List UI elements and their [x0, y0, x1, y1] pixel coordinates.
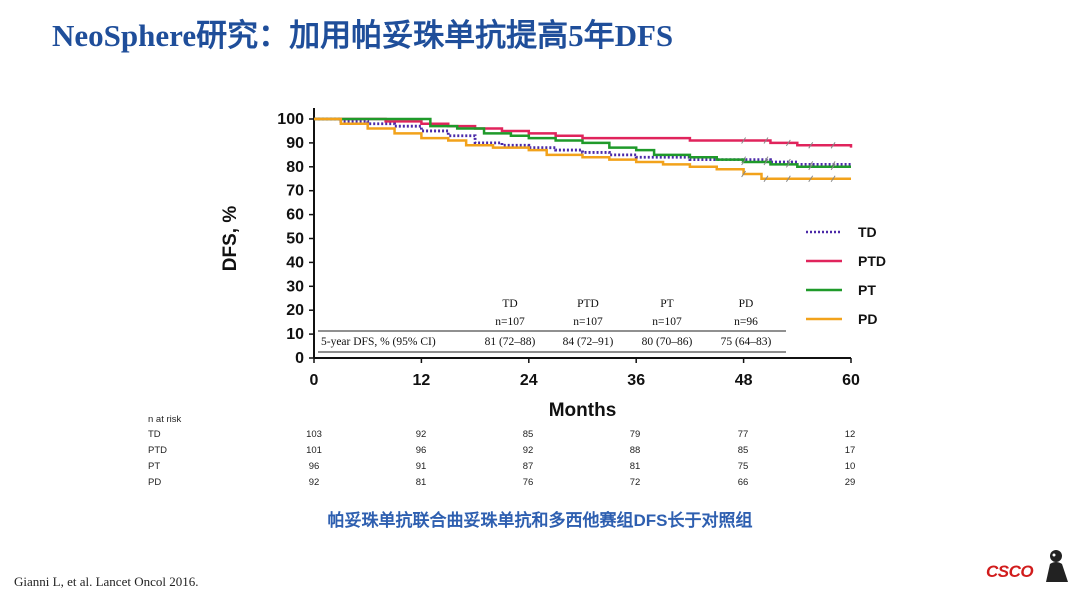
risk-row-pd: PD 92 81 76 72 66 29	[148, 477, 868, 491]
risk-value: 72	[629, 477, 641, 488]
censor-mark	[763, 175, 769, 183]
censor-mark	[785, 161, 791, 168]
censor-mark	[808, 142, 814, 149]
censor-mark	[808, 175, 814, 183]
censor-mark	[785, 175, 791, 183]
summary-value-pd: 75 (64–83)	[721, 336, 772, 348]
y-tick-label: 50	[286, 231, 304, 248]
legend-label-td: TD	[858, 224, 877, 240]
censor-mark	[741, 158, 747, 166]
censor-mark	[830, 175, 836, 183]
summary-row-label: 5-year DFS, % (95% CI)	[321, 336, 436, 348]
censor-mark	[785, 139, 791, 147]
csco-mascot-icon	[1046, 550, 1068, 582]
citation: Gianni L, et al. Lancet Oncol 2016.	[14, 574, 199, 589]
risk-value: 66	[737, 477, 749, 488]
y-tick-label: 10	[286, 326, 304, 343]
dfs-kaplan-meier-chart: 0 10 20 30 40 50 60 70 80 90 100 0 12 24 36 48 60 Months D…	[220, 108, 886, 420]
y-tick-label: 20	[286, 302, 304, 319]
censor-mark	[741, 170, 747, 178]
risk-value: 92	[308, 477, 320, 488]
y-tick-label: 0	[295, 350, 304, 367]
censor-mark	[830, 163, 836, 171]
risk-value: 29	[844, 477, 856, 488]
risk-value: 88	[629, 445, 641, 456]
risk-table-header: n at risk	[148, 414, 182, 425]
risk-value: 10	[844, 461, 856, 472]
summary-n-td: n=107	[495, 316, 525, 328]
risk-value: 77	[737, 429, 749, 440]
summary-n-pd: n=96	[734, 316, 758, 328]
risk-value: 75	[737, 461, 749, 472]
risk-arm-label: PT	[148, 461, 161, 472]
legend-label-ptd: PTD	[858, 253, 886, 269]
risk-arm-label: TD	[148, 429, 161, 440]
risk-arm-label: PTD	[148, 445, 167, 456]
summary-n-pt: n=107	[652, 316, 682, 328]
y-tick-label: 80	[286, 159, 304, 176]
x-tick-label: 36	[627, 372, 645, 389]
summary-arm-ptd: PTD	[577, 298, 599, 310]
risk-value: 12	[844, 429, 856, 440]
summary-n-ptd: n=107	[573, 316, 603, 328]
series-line-ptd	[314, 117, 853, 148]
legend-label-pt: PT	[858, 282, 876, 298]
risk-value: 76	[522, 477, 534, 488]
series-line-td	[314, 117, 851, 166]
slide-title: NeoSphere研究：加用帕妥珠单抗提高5年DFS	[52, 18, 674, 53]
risk-value: 101	[306, 445, 322, 456]
y-tick-label: 40	[286, 254, 304, 271]
censor-mark	[741, 137, 747, 144]
risk-value: 96	[415, 445, 427, 456]
x-tick-label: 48	[735, 372, 753, 389]
risk-value: 85	[737, 445, 749, 456]
y-tick-label: 30	[286, 278, 304, 295]
risk-value: 81	[629, 461, 641, 472]
censor-mark	[763, 158, 769, 166]
risk-value: 96	[308, 461, 320, 472]
censor-mark	[763, 137, 769, 144]
series-line-pd	[314, 117, 851, 180]
x-tick-label: 0	[310, 372, 319, 389]
legend-label-pd: PD	[858, 311, 877, 327]
censor-mark	[830, 142, 836, 149]
risk-value: 92	[415, 429, 427, 440]
censor-mark	[808, 163, 814, 171]
x-axis-label: Months	[549, 400, 617, 420]
risk-row-ptd: PTD 101 96 92 88 85 17	[148, 445, 868, 459]
summary-value-td: 81 (72–88)	[485, 336, 536, 348]
x-tick-label: 24	[520, 372, 538, 389]
y-tick-label: 60	[286, 207, 304, 224]
y-tick-label: 90	[286, 135, 304, 152]
summary-arm-pd: PD	[739, 298, 754, 310]
risk-row-td: TD 103 92 85 79 77 12	[148, 429, 868, 443]
summary-arm-pt: PT	[660, 298, 673, 310]
summary-value-pt: 80 (70–86)	[642, 336, 693, 348]
x-tick-label: 60	[842, 372, 860, 389]
y-tick-label: 70	[286, 183, 304, 200]
risk-arm-label: PD	[148, 477, 162, 488]
risk-value: 87	[522, 461, 534, 472]
y-tick-label: 100	[277, 111, 304, 128]
risk-value: 85	[522, 429, 534, 440]
risk-value: 81	[415, 477, 427, 488]
slide-subtitle: 帕妥珠单抗联合曲妥珠单抗和多西他赛组DFS长于对照组	[327, 511, 753, 530]
y-axis-label: DFS, %	[220, 206, 241, 272]
csco-logo: CSCO	[986, 548, 1072, 584]
risk-value: 79	[629, 429, 641, 440]
logo-text: CSCO	[986, 562, 1034, 581]
risk-value: 91	[415, 461, 427, 472]
summary-value-ptd: 84 (72–91)	[563, 336, 614, 348]
risk-row-pt: PT 96 91 87 81 75 10	[148, 461, 868, 475]
x-tick-label: 12	[413, 372, 431, 389]
summary-arm-td: TD	[502, 298, 517, 310]
risk-value: 92	[522, 445, 534, 456]
risk-value: 103	[306, 429, 322, 440]
risk-value: 17	[844, 445, 856, 456]
